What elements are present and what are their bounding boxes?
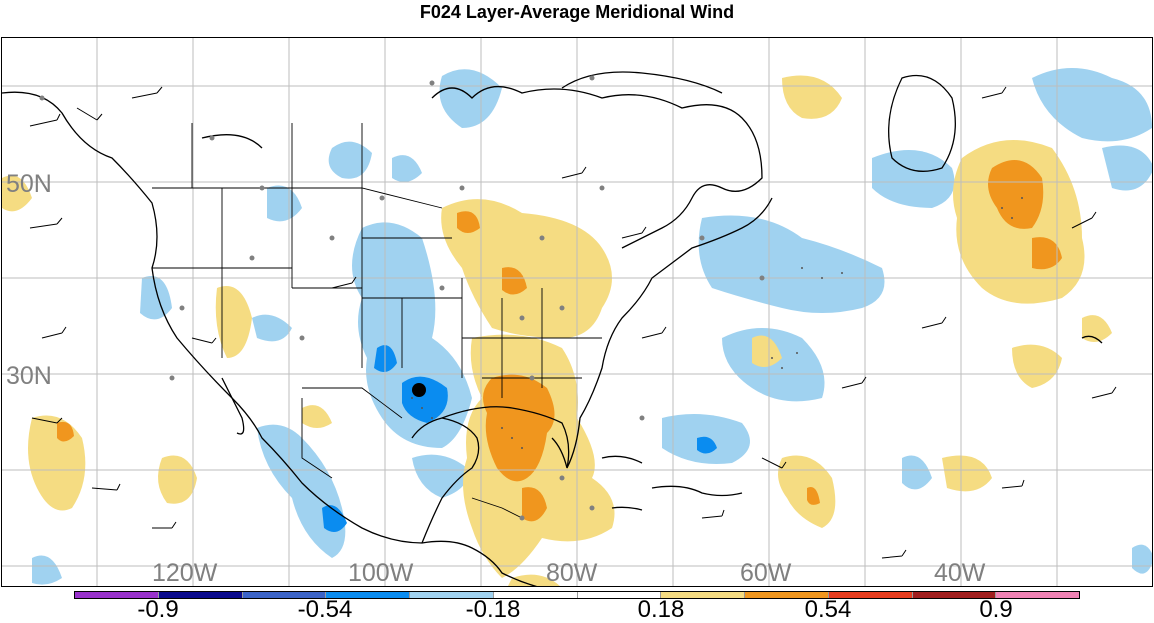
lon-label-120w: 120W	[152, 559, 218, 587]
colorbar-segment	[409, 592, 493, 598]
colorbar-label-0-9: 0.9	[979, 596, 1013, 623]
colorbar-segment	[241, 592, 326, 598]
lon-label-100w: 100W	[348, 559, 414, 587]
positive-wind-shading	[2, 75, 1112, 586]
lon-label-40w: 40W	[934, 559, 986, 587]
marker-dot	[412, 383, 426, 397]
political-borders	[152, 123, 602, 519]
strong-positive-shading	[57, 160, 1062, 522]
stipple-dots	[411, 197, 1023, 449]
map-canvas	[2, 38, 1152, 586]
colorbar-segment	[75, 592, 158, 598]
wind-barbs	[29, 86, 1117, 559]
coastlines	[2, 71, 1103, 586]
colorbar	[74, 591, 1080, 599]
colorbar-segment	[157, 592, 242, 598]
colorbar-segment	[827, 592, 912, 598]
colorbar-segment	[492, 592, 577, 598]
lon-label-60w: 60W	[740, 559, 792, 587]
map-panel: 50N 30N 120W 100W 80W 60W 40W	[1, 37, 1153, 587]
colorbar-label-neg-0-9: -0.9	[137, 596, 179, 623]
map-title: F024 Layer-Average Meridional Wind	[419, 2, 735, 22]
colorbar-segment	[325, 592, 409, 598]
lat-label-30n: 30N	[6, 362, 52, 390]
lat-label-50n: 50N	[6, 170, 52, 198]
colorbar-segment	[660, 592, 744, 598]
colorbar-segment	[995, 592, 1079, 598]
colorbar-label-neg-0-54: -0.54	[297, 596, 353, 623]
colorbar-label-0-54: 0.54	[804, 596, 852, 623]
lon-label-80w: 80W	[546, 559, 598, 587]
colorbar-label-0-18: 0.18	[637, 596, 685, 623]
colorbar-label-neg-0-18: -0.18	[465, 596, 521, 623]
station-dots	[39, 75, 765, 521]
graticule	[2, 38, 1152, 586]
colorbar-segment	[911, 592, 996, 598]
colorbar-segment	[744, 592, 828, 598]
colorbar-segment	[576, 592, 661, 598]
